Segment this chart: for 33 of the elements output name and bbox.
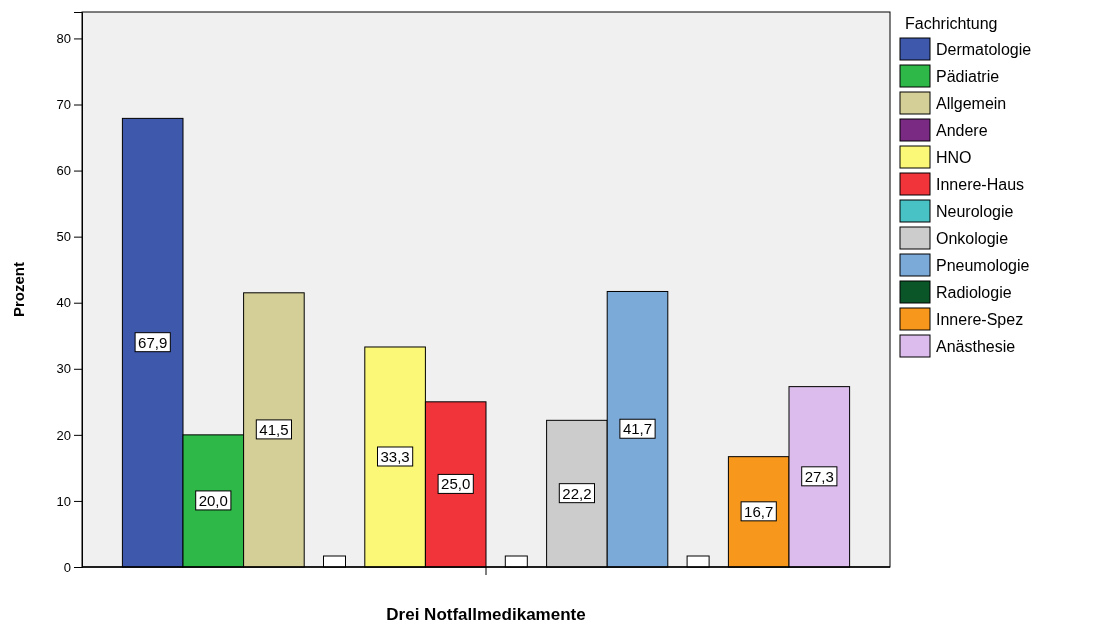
legend-label: Radiologie [936,284,1012,301]
legend-label: Neurologie [936,203,1014,220]
legend-title: Fachrichtung [905,15,998,32]
y-tick-label: 20 [56,427,71,443]
y-tick-label: 30 [56,361,71,377]
y-tick-label: 60 [56,163,71,179]
data-label: 20,0 [198,491,228,509]
x-axis-title: Drei Notfallmedikamente [386,605,586,624]
y-tick-label: 10 [56,493,71,509]
legend-label: Onkologie [936,230,1009,247]
data-label: 41,5 [259,420,289,438]
legend-label: Pädiatrie [936,68,1000,85]
y-tick-label: 50 [56,229,71,245]
data-label: 41,7 [622,420,653,438]
legend-label: Allgemein [936,95,1007,112]
y-tick-label: 0 [63,559,71,575]
y-tick-label: 70 [56,97,71,113]
legend-label: Dermatologie [936,41,1032,58]
data-label: 22,2 [562,484,592,502]
legend-label: Pneumologie [936,257,1030,274]
y-axis-title: Prozent [10,261,27,318]
legend-label: Innere-Spez [936,311,1024,328]
data-label: 27,3 [804,467,834,485]
data-label: 67,9 [138,333,168,351]
legend-label: Andere [936,122,988,139]
legend-label: HNO [936,149,972,166]
y-tick-label: 80 [56,31,71,47]
data-label: 16,7 [744,502,774,520]
y-tick-label: 40 [56,295,71,311]
legend-label: Innere-Haus [936,176,1025,193]
data-label: 25,0 [441,475,471,493]
data-label: 33,3 [380,447,410,465]
legend-label: Anästhesie [936,338,1016,355]
